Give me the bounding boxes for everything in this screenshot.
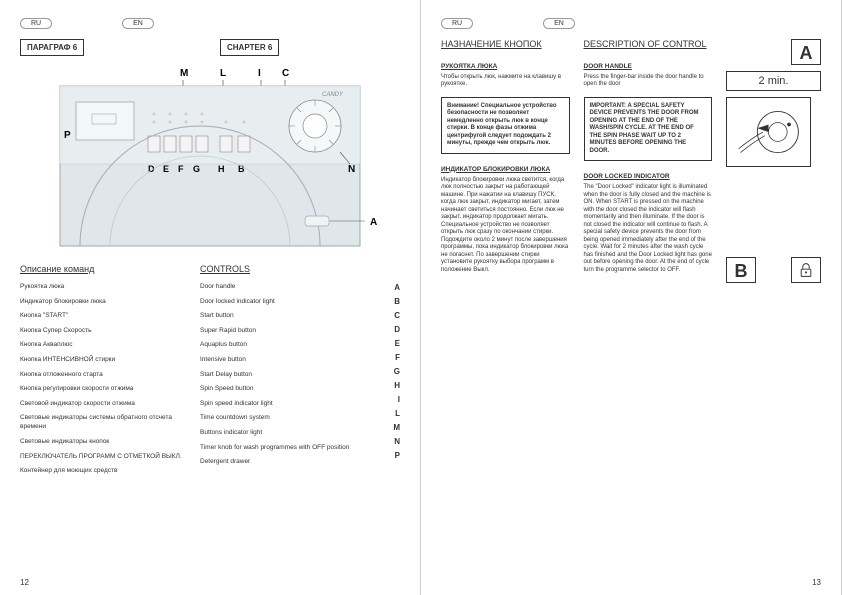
control-item: Световой индикатор скорости отжима	[20, 399, 186, 408]
control-letter: L	[380, 409, 400, 418]
control-letter: H	[380, 381, 400, 390]
control-item: ПЕРЕКЛЮЧАТЕЛЬ ПРОГРАММ С ОТМЕТКОЙ ВЫКЛ.	[20, 452, 186, 461]
control-letter: A	[380, 283, 400, 292]
control-letter: N	[380, 437, 400, 446]
section-body: Индикатор блокировки люка светится, когд…	[441, 177, 570, 275]
controls-list-en: Door handle Door locked indicator light …	[200, 282, 366, 466]
control-letter: E	[380, 339, 400, 348]
lang-badge-ru: RU	[441, 18, 473, 29]
chapter-title-en: CHAPTER 6	[220, 39, 279, 56]
chapter-row: ПАРАГРАФ 6 CHAPTER 6	[20, 39, 400, 64]
section-heading: РУКОЯТКА ЛЮКА	[441, 63, 570, 70]
control-letter: P	[380, 451, 400, 460]
control-item: Кнопка регулировки скорости отжима	[20, 384, 186, 393]
control-item: Buttons indicator light	[200, 428, 366, 437]
control-letter: G	[380, 367, 400, 376]
control-item: Timer knob for wash programmes with OFF …	[200, 443, 366, 452]
lang-badge-en: EN	[122, 18, 154, 29]
control-letter: M	[380, 423, 400, 432]
diagram-label-g: G	[193, 164, 200, 174]
control-item: Кнопка Супер Скорость	[20, 326, 186, 335]
control-item: Super Rapid button	[200, 326, 366, 335]
control-item: Кнопка "START"	[20, 311, 186, 320]
diagram-label-i: I	[258, 68, 261, 79]
control-item: Кнопка ИНТЕНСИВНОЙ стирки	[20, 355, 186, 364]
section-body: Press the finger-bar inside the door han…	[584, 74, 713, 89]
control-item: Световые индикаторы кнопок	[20, 437, 186, 446]
manual-page-right: RU EN НАЗНАЧЕНИЕ КНОПОК РУКОЯТКА ЛЮКА Чт…	[421, 0, 842, 595]
control-letter: B	[380, 297, 400, 306]
door-handle-illustration	[726, 97, 811, 167]
control-item: Кнопка отложенного старта	[20, 370, 186, 379]
time-hint-box: 2 min.	[726, 71, 821, 91]
control-letter: C	[380, 311, 400, 320]
control-letter: D	[380, 325, 400, 334]
control-item: Intensive button	[200, 355, 366, 364]
control-item: Start button	[200, 311, 366, 320]
diagram-label-m: M	[180, 68, 188, 79]
page-number: 13	[812, 578, 821, 587]
controls-heading-ru: Описание команд	[20, 264, 186, 274]
diagram-label-f: F	[178, 164, 184, 174]
diagram-label-c: C	[282, 68, 289, 79]
lang-badge-ru: RU	[20, 18, 52, 29]
control-item: Индикатор блокировки люка	[20, 297, 186, 306]
control-item: Detergent drawer	[200, 457, 366, 466]
chapter-title-ru: ПАРАГРАФ 6	[20, 39, 84, 56]
section-heading: DOOR LOCKED INDICATOR	[584, 173, 713, 180]
controls-list-ru: Рукоятка люка Индикатор блокировки люка …	[20, 282, 186, 475]
diagram-label-b: B	[238, 164, 245, 174]
control-letter: I	[380, 395, 400, 404]
diagram-label-p: P	[64, 130, 71, 141]
page-title-ru: НАЗНАЧЕНИЕ КНОПОК	[441, 39, 570, 51]
page-title-en: DESCRIPTION OF CONTROL	[584, 39, 713, 51]
language-row: RU EN	[20, 18, 400, 29]
warning-box-ru: Внимание! Специальное устройство безопас…	[441, 97, 570, 154]
control-item: Door locked indicator light	[200, 297, 366, 306]
section-body: The "Door Locked" indicator light is ill…	[584, 184, 713, 274]
control-item: Spin Speed button	[200, 384, 366, 393]
section-heading: DOOR HANDLE	[584, 63, 713, 70]
control-item: Start Delay button	[200, 370, 366, 379]
controls-heading-en: CONTROLS	[200, 264, 366, 274]
diagram-label-a: A	[370, 217, 377, 228]
control-letter: F	[380, 353, 400, 362]
reference-letter-a: A	[791, 39, 821, 65]
washing-machine-diagram: M L I C P	[20, 64, 400, 254]
lock-icon-box	[791, 257, 821, 283]
control-item: Time countdown system	[200, 413, 366, 422]
language-row: RU EN	[441, 18, 821, 29]
reference-letter-b: B	[726, 257, 756, 283]
diagram-label-n: N	[348, 164, 355, 175]
lock-icon	[798, 262, 814, 278]
diagram-label-e: E	[163, 164, 169, 174]
control-item: Spin speed indicator light	[200, 399, 366, 408]
manual-page-left: RU EN ПАРАГРАФ 6 CHAPTER 6 M L I C	[0, 0, 421, 595]
control-item: Aquaplus button	[200, 340, 366, 349]
section-body: Чтобы открыть люк, нажмите на клавишу в …	[441, 74, 570, 89]
svg-text:CANDY: CANDY	[322, 92, 344, 98]
control-item: Световые индикаторы системы обратного от…	[20, 413, 186, 431]
lang-badge-en: EN	[543, 18, 575, 29]
section-heading: ИНДИКАТОР БЛОКИРОВКИ ЛЮКА	[441, 166, 570, 173]
control-item: Контейнер для моющих средств	[20, 466, 186, 475]
page-number: 12	[20, 578, 29, 587]
control-item: Door handle	[200, 282, 366, 291]
warning-box-en: IMPORTANT: A SPECIAL SAFETY DEVICE PREVE…	[584, 97, 713, 162]
diagram-label-h: H	[218, 164, 225, 174]
diagram-label-l: L	[220, 68, 226, 79]
control-item: Кнопка Акваплюс	[20, 340, 186, 349]
control-item: Рукоятка люка	[20, 282, 186, 291]
side-panel: A 2 min. B	[726, 39, 821, 283]
